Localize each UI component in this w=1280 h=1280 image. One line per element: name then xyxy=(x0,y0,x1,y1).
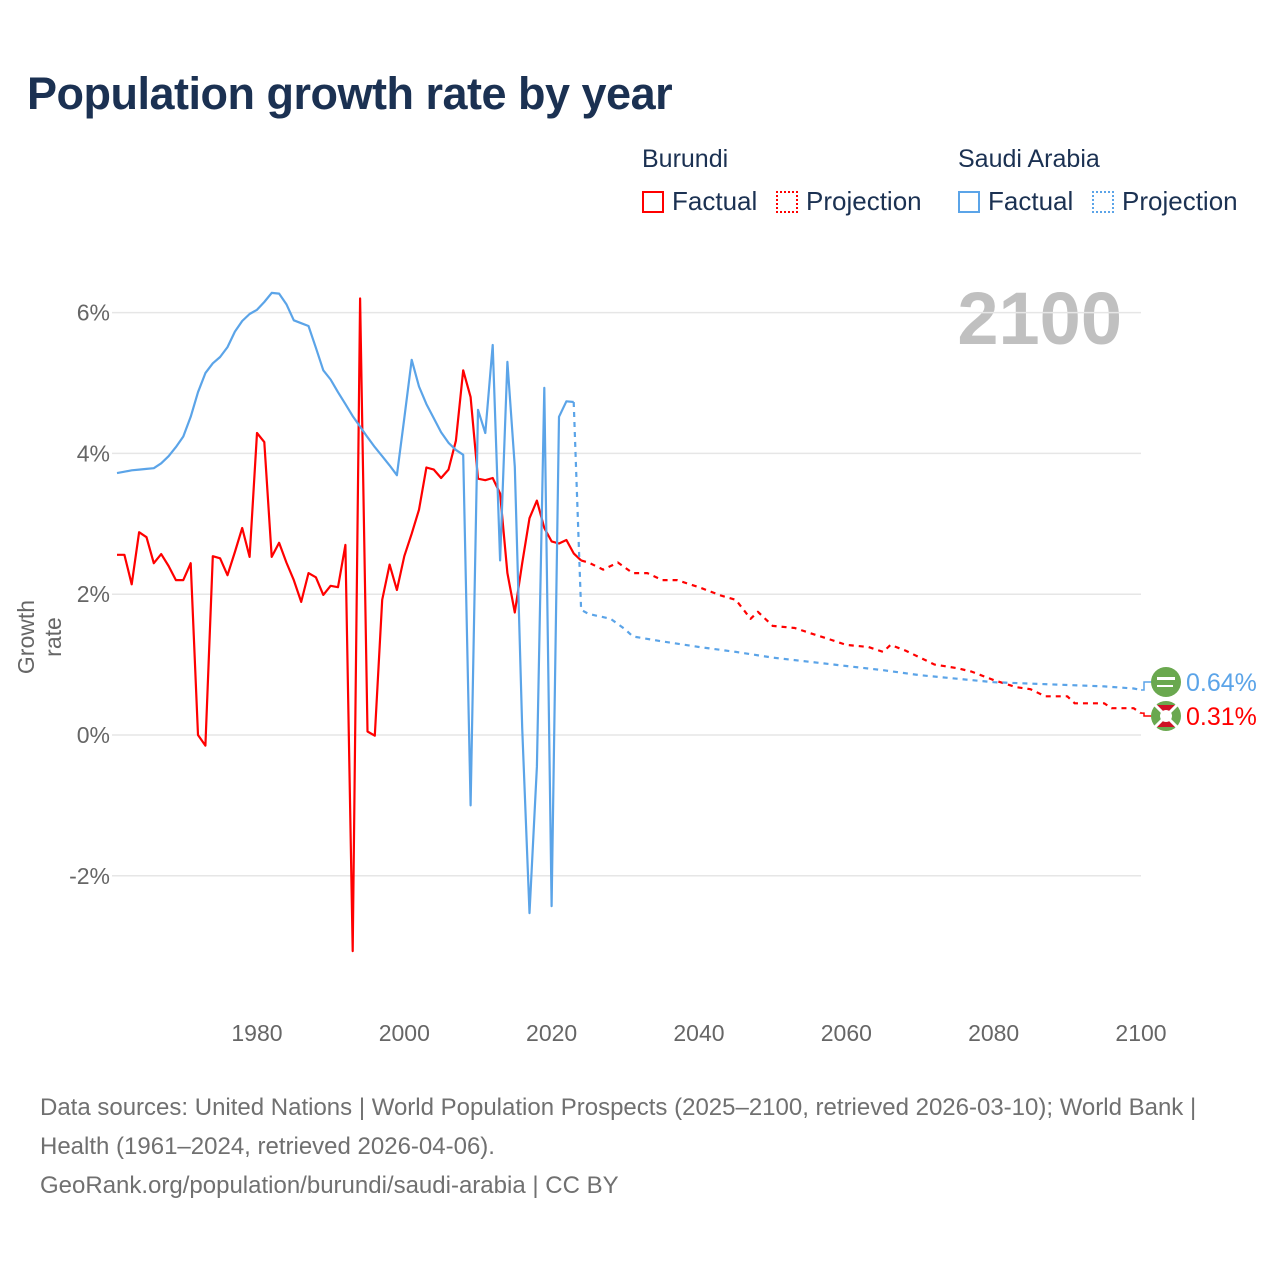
y-tick-label: 2% xyxy=(77,581,110,607)
footer: Data sources: United Nations | World Pop… xyxy=(40,1088,1240,1205)
series-line-burundi-factual xyxy=(117,297,582,953)
end-label-connector xyxy=(1141,712,1152,717)
series-line-saudi-arabia-projection xyxy=(572,401,1142,691)
y-tick-label: 4% xyxy=(77,440,110,466)
legend-label: Projection xyxy=(1122,186,1238,216)
saudi-flag-script xyxy=(1157,677,1175,680)
y-tick-label: 0% xyxy=(77,722,110,748)
x-tick-label: 2060 xyxy=(821,1020,872,1046)
legend-swatch-solid xyxy=(642,190,664,213)
current-year-label: 2100 xyxy=(957,277,1122,360)
series-line-saudi-arabia-factual xyxy=(116,291,574,915)
x-tick-label: 1980 xyxy=(231,1020,282,1046)
legend-swatch-dotted xyxy=(1092,190,1114,213)
burundi-flag-disc xyxy=(1160,710,1172,722)
legend-label: Factual xyxy=(988,186,1074,216)
legend-saudi-factual[interactable]: Factual xyxy=(958,186,1073,217)
legend-swatch-dotted xyxy=(776,190,798,213)
legend-country-saudi-arabia: Saudi Arabia xyxy=(958,145,1100,173)
x-tick-label: 2020 xyxy=(526,1020,577,1046)
legend-label: Projection xyxy=(806,186,922,216)
legend-country-burundi: Burundi xyxy=(642,145,729,173)
data-sources: Data sources: United Nations | World Pop… xyxy=(40,1094,1197,1160)
series-line-burundi-projection xyxy=(580,559,1142,715)
x-tick-label: 2080 xyxy=(968,1020,1019,1046)
x-tick-label: 2100 xyxy=(1115,1020,1166,1046)
legend-label: Factual xyxy=(672,186,758,216)
legend-burundi-factual[interactable]: Factual xyxy=(642,186,757,217)
saudi-flag-icon xyxy=(1151,667,1181,697)
x-tick-label: 2000 xyxy=(379,1020,430,1046)
end-label-connector xyxy=(1141,681,1152,691)
y-tick-label: -2% xyxy=(69,863,110,889)
x-tick-label: 2040 xyxy=(673,1020,724,1046)
credit-link[interactable]: GeoRank.org/population/burundi/saudi-ara… xyxy=(40,1172,619,1199)
chart-title: Population growth rate by year xyxy=(27,68,673,119)
legend-swatch-solid xyxy=(958,190,980,213)
plot-area: 6% 4% 2% 0% -2% 1980 2000 2020 2040 2060 2080 2100 0… xyxy=(69,291,1257,1046)
y-tick-label: 6% xyxy=(77,300,110,326)
end-value-label: 0.64% xyxy=(1186,669,1257,697)
legend-burundi-projection[interactable]: Projection xyxy=(776,186,922,217)
legend-saudi-projection[interactable]: Projection xyxy=(1092,186,1238,217)
saudi-flag-sword xyxy=(1157,685,1173,687)
end-value-label: 0.31% xyxy=(1186,703,1257,731)
